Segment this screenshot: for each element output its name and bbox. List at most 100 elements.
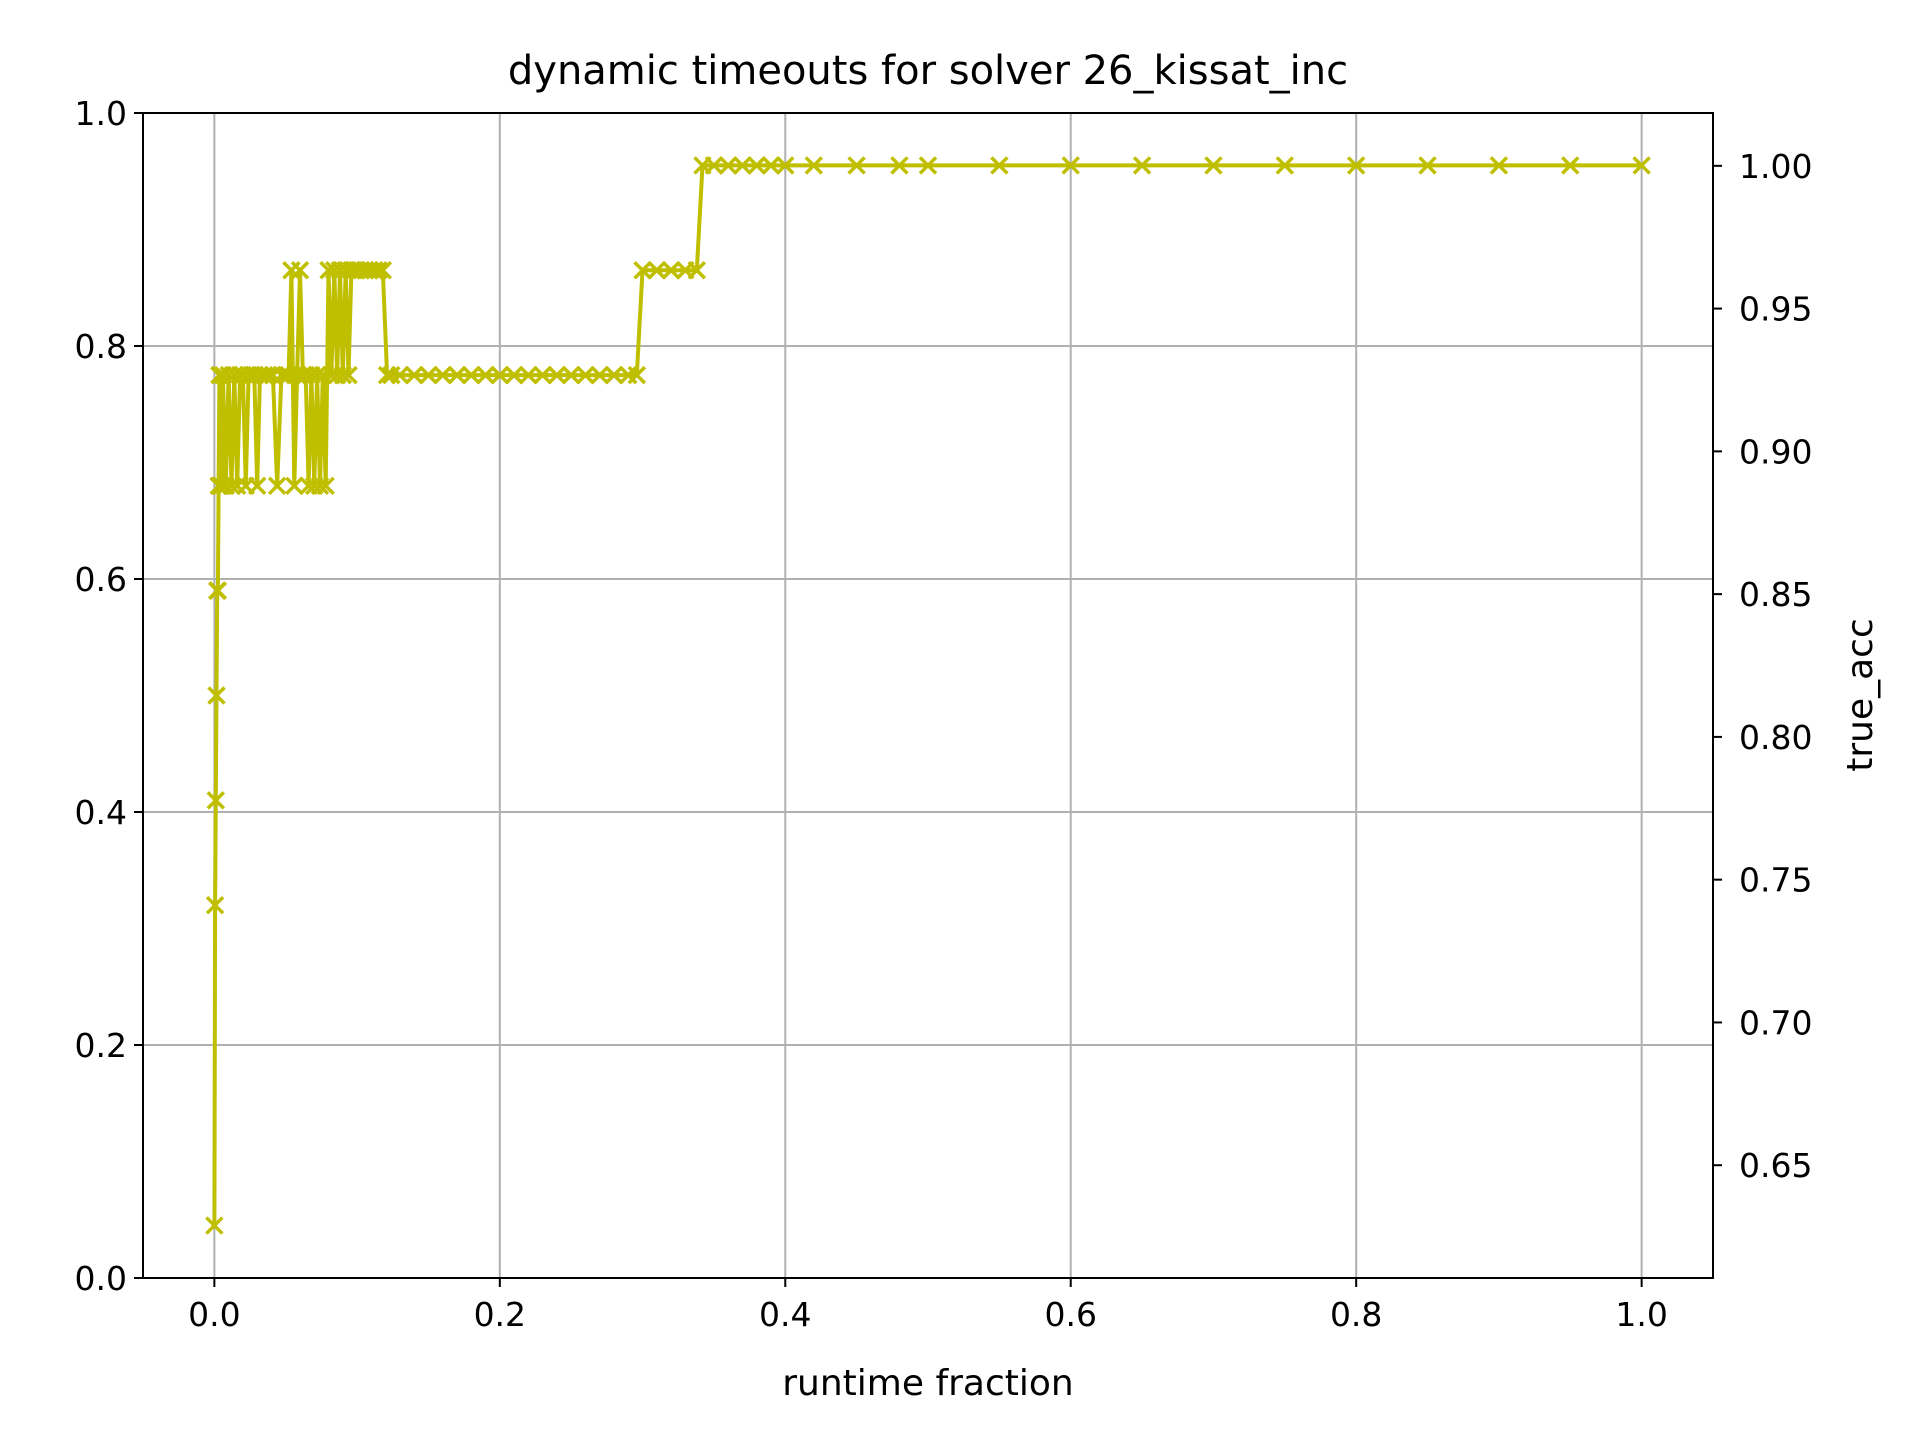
marker-stroke	[604, 365, 624, 385]
x-tick-label: 0.8	[1330, 1295, 1382, 1334]
y-axis-left-ticks: 0.0 0.2 0.4 0.6 0.8 1.0	[75, 94, 143, 1298]
marker-stroke	[333, 365, 353, 385]
y-right-tick-label: 0.75	[1739, 861, 1812, 900]
marker-stroke	[561, 365, 581, 385]
data-point-marker	[533, 365, 552, 385]
data-point-marker	[208, 581, 228, 600]
data-point-marker	[419, 365, 438, 385]
marker-stroke	[761, 156, 781, 175]
data-point-marker	[205, 895, 225, 915]
data-point-marker	[990, 156, 1009, 175]
marker-stroke	[627, 365, 647, 385]
data-point-marker	[462, 365, 481, 385]
x-tick-label: 0.0	[188, 1295, 240, 1334]
marker-stroke	[205, 895, 225, 915]
data-point-marker	[390, 365, 410, 385]
series-line	[205, 156, 1651, 1235]
marker-stroke	[1346, 156, 1366, 175]
data-point-marker	[918, 156, 938, 175]
y-left-tick-label: 0.8	[75, 327, 127, 366]
data-point-marker	[1275, 156, 1295, 175]
data-point-marker	[333, 365, 353, 385]
marker-stroke	[1632, 156, 1651, 175]
marker-stroke	[447, 365, 467, 385]
y-right-tick-label: 0.90	[1739, 432, 1812, 471]
x-tick-label: 0.6	[1044, 1295, 1096, 1334]
marker-stroke	[718, 156, 738, 175]
x-tick-label: 0.2	[474, 1295, 526, 1334]
data-point-marker	[718, 156, 738, 175]
marker-stroke	[404, 365, 424, 385]
marker-stroke	[804, 156, 824, 175]
data-point-marker	[307, 365, 327, 385]
data-point-marker	[561, 365, 581, 385]
marker-stroke	[247, 476, 267, 496]
data-point-marker	[247, 476, 267, 496]
marker-stroke	[1061, 156, 1080, 175]
data-point-marker	[547, 365, 567, 385]
marker-stroke	[687, 261, 707, 280]
marker-stroke	[990, 156, 1009, 175]
data-point-marker	[1418, 156, 1437, 175]
marker-stroke	[590, 365, 609, 385]
marker-stroke	[547, 365, 567, 385]
marker-stroke	[776, 156, 795, 175]
marker-stroke	[206, 791, 226, 810]
marker-stroke	[310, 476, 330, 496]
x-tick-label: 0.4	[759, 1295, 811, 1334]
data-point-marker	[633, 261, 652, 280]
marker-stroke	[208, 581, 228, 600]
marker-stroke	[476, 365, 495, 385]
marker-stroke	[222, 476, 241, 496]
data-point-marker	[272, 365, 291, 385]
data-point-marker	[1061, 156, 1080, 175]
marker-stroke	[647, 261, 667, 280]
data-point-marker	[207, 686, 226, 705]
data-point-marker	[433, 365, 452, 385]
marker-stroke	[369, 261, 388, 280]
data-point-marker	[290, 261, 310, 280]
marker-stroke	[576, 365, 595, 385]
marker-stroke	[661, 261, 681, 280]
marker-stroke	[1489, 156, 1509, 175]
marker-stroke	[267, 476, 287, 496]
y-left-tick-label: 0.4	[75, 793, 127, 832]
marker-stroke	[419, 365, 438, 385]
data-point-marker	[316, 476, 335, 496]
marker-stroke	[490, 365, 510, 385]
data-point-marker	[285, 476, 304, 496]
data-point-marker	[804, 156, 824, 175]
marker-stroke	[307, 365, 327, 385]
data-point-marker	[222, 476, 241, 496]
data-point-marker	[490, 365, 510, 385]
data-point-marker	[205, 1216, 224, 1235]
x-axis-ticks: 0.0 0.2 0.4 0.6 0.8 1.0	[188, 1278, 1668, 1334]
data-point-marker	[519, 365, 538, 385]
data-point-marker	[447, 365, 467, 385]
marker-stroke	[462, 365, 481, 385]
y-right-tick-label: 0.85	[1739, 575, 1812, 614]
marker-stroke	[390, 365, 410, 385]
marker-stroke	[704, 156, 724, 175]
data-point-marker	[1204, 156, 1223, 175]
y-left-tick-label: 0.2	[75, 1026, 127, 1065]
data-point-marker	[590, 365, 609, 385]
chart-title: dynamic timeouts for solver 26_kissat_in…	[508, 48, 1348, 94]
data-point-marker	[310, 476, 330, 496]
marker-stroke	[533, 365, 552, 385]
marker-stroke	[847, 156, 866, 175]
data-point-marker	[627, 365, 647, 385]
plot-area-frame	[142, 112, 1714, 1279]
data-point-marker	[1632, 156, 1651, 175]
y-right-tick-label: 0.95	[1739, 290, 1812, 329]
data-point-marker	[890, 156, 909, 175]
data-point-marker	[747, 156, 766, 175]
data-point-marker	[369, 261, 388, 280]
data-point-marker	[339, 365, 358, 385]
data-point-marker	[1561, 156, 1580, 175]
data-point-marker	[733, 156, 752, 175]
y-right-tick-label: 0.65	[1739, 1146, 1812, 1185]
data-point-marker	[267, 476, 287, 496]
x-axis-label: runtime fraction	[782, 1363, 1074, 1404]
